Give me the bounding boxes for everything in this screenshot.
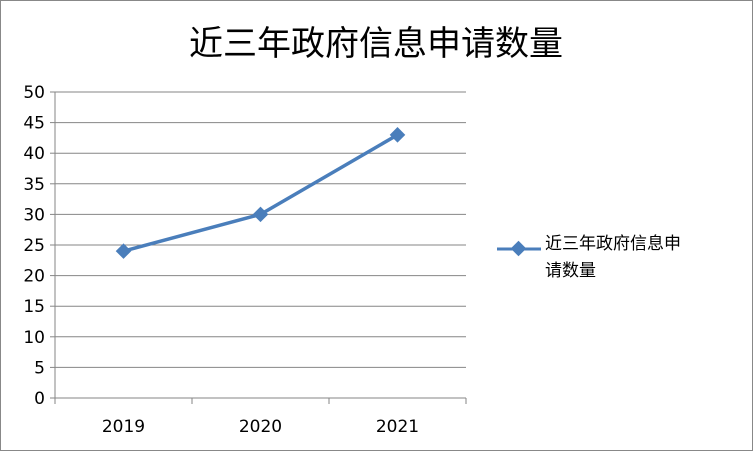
chart-title: 近三年政府信息申请数量 (189, 24, 563, 64)
data-point (252, 206, 269, 223)
y-tick-label: 10 (23, 328, 45, 348)
y-tick-label: 30 (23, 205, 45, 225)
data-point (389, 127, 406, 143)
y-tick-label: 15 (23, 297, 45, 317)
x-tick-label: 2019 (102, 417, 145, 437)
x-tick-label: 2021 (376, 417, 419, 437)
legend-label: 近三年政府信息申 (545, 234, 681, 254)
y-tick-label: 0 (34, 389, 45, 409)
y-tick-label: 40 (23, 144, 45, 164)
legend: 近三年政府信息申 请数量 (497, 234, 681, 281)
y-tick-label: 20 (23, 267, 45, 287)
legend-marker (510, 240, 527, 257)
y-tick-label: 25 (23, 236, 45, 256)
y-tick-label: 50 (23, 83, 45, 103)
y-tick-label: 35 (23, 175, 45, 195)
x-tick-label: 2020 (239, 417, 282, 437)
data-point (115, 243, 132, 259)
y-tick-label: 45 (23, 114, 45, 134)
y-tick-label: 5 (34, 358, 45, 378)
legend-label-line2: 请数量 (545, 261, 596, 281)
